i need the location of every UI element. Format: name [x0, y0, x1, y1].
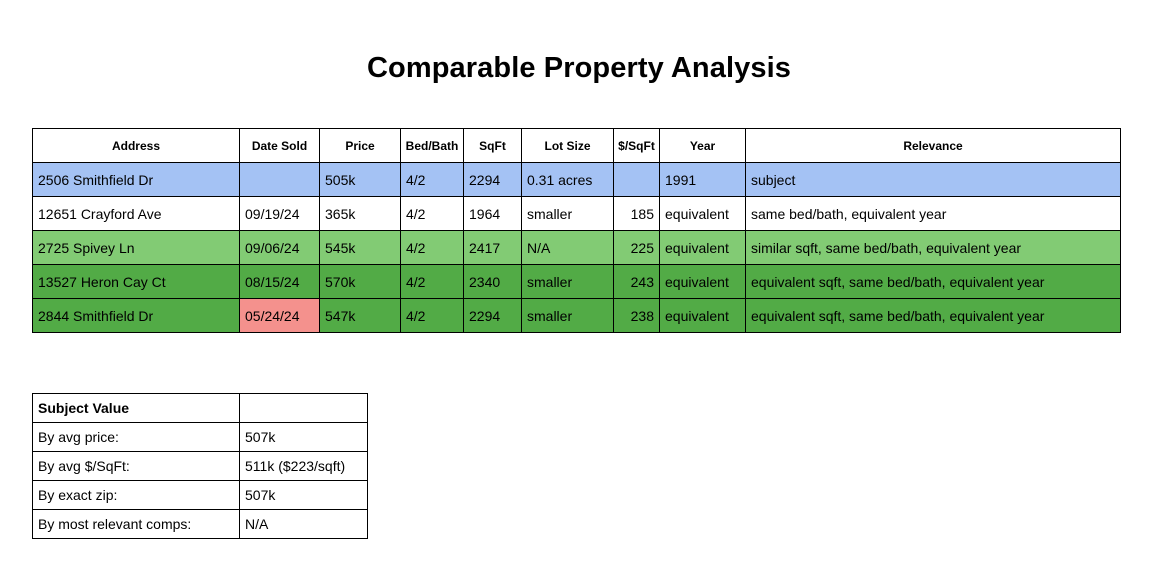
cell-price-per-sqft: 243 — [613, 264, 660, 299]
value-method-value: 511k ($223/sqft) — [239, 451, 368, 481]
cell-date-sold: 09/06/24 — [239, 230, 320, 265]
subject-value-table: Subject Value By avg price: 507k By avg … — [32, 393, 368, 539]
cell-sqft: 2294 — [463, 162, 522, 197]
column-header-relevance: Relevance — [745, 128, 1121, 163]
cell-date-sold: 08/15/24 — [239, 264, 320, 299]
value-method-value: 507k — [239, 422, 368, 452]
page-title: Comparable Property Analysis — [367, 52, 791, 84]
value-method-value: N/A — [239, 509, 368, 539]
cell-year: equivalent — [659, 298, 746, 333]
column-header-date-sold: Date Sold — [239, 128, 320, 163]
table-row: 13527 Heron Cay Ct 08/15/24 570k 4/2 234… — [32, 264, 1121, 299]
value-method-label: By exact zip: — [32, 480, 240, 510]
column-header-lot-size: Lot Size — [521, 128, 614, 163]
value-method-label: By avg price: — [32, 422, 240, 452]
cell-year: equivalent — [659, 264, 746, 299]
cell-relevance: subject — [745, 162, 1121, 197]
cell-lot-size: smaller — [521, 196, 614, 231]
cell-date-sold-flagged: 05/24/24 — [239, 298, 320, 333]
cell-date-sold — [239, 162, 320, 197]
cell-lot-size: smaller — [521, 264, 614, 299]
cell-bed-bath: 4/2 — [400, 298, 464, 333]
cell-address: 13527 Heron Cay Ct — [32, 264, 240, 299]
table-row: By most relevant comps: N/A — [32, 509, 368, 539]
cell-sqft: 2340 — [463, 264, 522, 299]
column-header-price-per-sqft: $/SqFt — [613, 128, 660, 163]
cell-relevance: equivalent sqft, same bed/bath, equivale… — [745, 264, 1121, 299]
cell-address: 2844 Smithfield Dr — [32, 298, 240, 333]
cell-price: 505k — [319, 162, 401, 197]
value-method-value: 507k — [239, 480, 368, 510]
subject-value-header-row: Subject Value — [32, 393, 368, 423]
cell-lot-size: smaller — [521, 298, 614, 333]
cell-lot-size: N/A — [521, 230, 614, 265]
cell-price-per-sqft: 225 — [613, 230, 660, 265]
cell-sqft: 2294 — [463, 298, 522, 333]
cell-address: 12651 Crayford Ave — [32, 196, 240, 231]
cell-address: 2725 Spivey Ln — [32, 230, 240, 265]
cell-relevance: equivalent sqft, same bed/bath, equivale… — [745, 298, 1121, 333]
table-header-row: Address Date Sold Price Bed/Bath SqFt Lo… — [32, 128, 1121, 163]
cell-bed-bath: 4/2 — [400, 264, 464, 299]
cell-bed-bath: 4/2 — [400, 162, 464, 197]
cell-relevance: similar sqft, same bed/bath, equivalent … — [745, 230, 1121, 265]
table-row: By exact zip: 507k — [32, 480, 368, 510]
subject-value-header-value — [239, 393, 368, 423]
table-row: By avg price: 507k — [32, 422, 368, 452]
column-header-bed-bath: Bed/Bath — [400, 128, 464, 163]
cell-year: equivalent — [659, 230, 746, 265]
cell-price: 545k — [319, 230, 401, 265]
cell-year: equivalent — [659, 196, 746, 231]
value-method-label: By avg $/SqFt: — [32, 451, 240, 481]
cell-bed-bath: 4/2 — [400, 230, 464, 265]
value-method-label: By most relevant comps: — [32, 509, 240, 539]
column-header-address: Address — [32, 128, 240, 163]
subject-value-label: Subject Value — [32, 393, 240, 423]
comparables-table: Address Date Sold Price Bed/Bath SqFt Lo… — [32, 128, 1121, 333]
column-header-year: Year — [659, 128, 746, 163]
cell-price-per-sqft — [613, 162, 660, 197]
cell-address: 2506 Smithfield Dr — [32, 162, 240, 197]
column-header-sqft: SqFt — [463, 128, 522, 163]
cell-lot-size: 0.31 acres — [521, 162, 614, 197]
cell-price: 547k — [319, 298, 401, 333]
cell-price: 365k — [319, 196, 401, 231]
table-row: 2725 Spivey Ln 09/06/24 545k 4/2 2417 N/… — [32, 230, 1121, 265]
cell-relevance: same bed/bath, equivalent year — [745, 196, 1121, 231]
table-row: 12651 Crayford Ave 09/19/24 365k 4/2 196… — [32, 196, 1121, 231]
table-row: By avg $/SqFt: 511k ($223/sqft) — [32, 451, 368, 481]
table-row: 2844 Smithfield Dr 05/24/24 547k 4/2 229… — [32, 298, 1121, 333]
cell-price: 570k — [319, 264, 401, 299]
cell-sqft: 2417 — [463, 230, 522, 265]
cell-bed-bath: 4/2 — [400, 196, 464, 231]
column-header-price: Price — [319, 128, 401, 163]
cell-price-per-sqft: 185 — [613, 196, 660, 231]
cell-sqft: 1964 — [463, 196, 522, 231]
table-row-subject: 2506 Smithfield Dr 505k 4/2 2294 0.31 ac… — [32, 162, 1121, 197]
cell-date-sold: 09/19/24 — [239, 196, 320, 231]
cell-year: 1991 — [659, 162, 746, 197]
cell-price-per-sqft: 238 — [613, 298, 660, 333]
